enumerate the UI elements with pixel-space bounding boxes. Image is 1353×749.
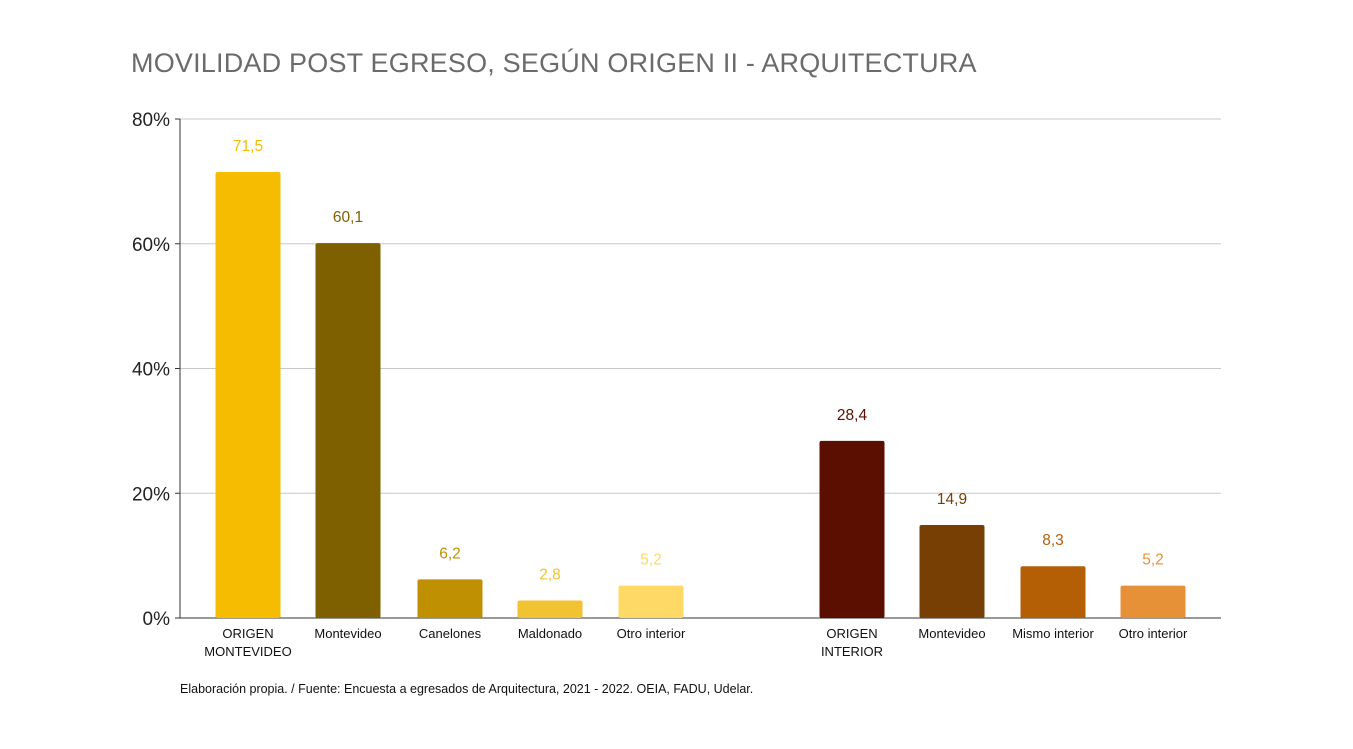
data-label: 71,5 <box>233 138 263 155</box>
bar <box>919 525 985 618</box>
x-tick-label: ORIGEN <box>222 626 273 641</box>
x-tick-label: MONTEVIDEO <box>204 644 291 659</box>
x-tick-label: INTERIOR <box>821 644 883 659</box>
bar <box>517 600 583 618</box>
y-tick-label: 60% <box>132 235 170 256</box>
x-tick-label: Maldonado <box>518 626 582 641</box>
bar <box>819 440 885 618</box>
data-label: 60,1 <box>333 209 363 226</box>
y-tick-label: 40% <box>132 360 170 381</box>
bar <box>1020 566 1086 618</box>
x-tick-label: Montevideo <box>918 626 985 641</box>
data-label: 28,4 <box>837 407 868 424</box>
x-tick-label: ORIGEN <box>826 626 877 641</box>
data-label: 2,8 <box>539 567 561 584</box>
data-label: 6,2 <box>439 545 461 562</box>
data-label: 5,2 <box>640 552 662 569</box>
x-tick-label: Mismo interior <box>1012 626 1094 641</box>
y-tick-label: 0% <box>143 609 171 630</box>
bar <box>618 585 684 618</box>
bar <box>417 579 483 618</box>
bar <box>1120 585 1186 618</box>
y-tick-label: 20% <box>132 484 170 505</box>
bar <box>215 172 281 619</box>
data-label: 14,9 <box>937 491 967 508</box>
x-tick-label: Otro interior <box>617 626 686 641</box>
data-label: 8,3 <box>1042 532 1064 549</box>
data-label: 5,2 <box>1142 552 1164 569</box>
x-tick-label: Canelones <box>419 626 482 641</box>
y-tick-label: 80% <box>132 110 170 131</box>
x-tick-label: Montevideo <box>314 626 381 641</box>
source-note: Elaboración propia. / Fuente: Encuesta a… <box>180 682 754 696</box>
x-tick-label: Otro interior <box>1119 626 1188 641</box>
bar <box>315 243 381 618</box>
chart-title: MOVILIDAD POST EGRESO, SEGÚN ORIGEN II -… <box>131 48 977 78</box>
